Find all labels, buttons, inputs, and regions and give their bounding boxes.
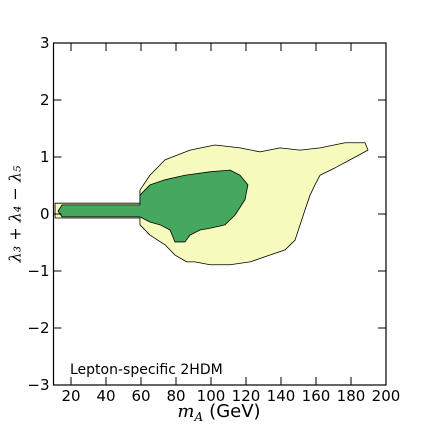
x-tick-label: 200 xyxy=(372,387,401,405)
y-tick-label: 2 xyxy=(40,91,50,109)
y-tick-label: 3 xyxy=(40,34,50,52)
x-tick-label: 80 xyxy=(166,387,185,405)
x-tick-label: 20 xyxy=(61,387,80,405)
x-tick-label: 120 xyxy=(232,387,261,405)
y-tick-label: 1 xyxy=(40,148,50,166)
x-label-subscript: A xyxy=(194,410,204,424)
x-label-unit: (GeV) xyxy=(209,401,260,422)
y-tick-label: 0 xyxy=(40,205,50,223)
annotation: Lepton-specific 2HDM xyxy=(70,362,223,378)
y-tick-label: −3 xyxy=(27,376,49,394)
y-tick-label: −2 xyxy=(27,319,49,337)
x-tick-label: 60 xyxy=(131,387,150,405)
x-tick-label: 100 xyxy=(197,387,226,405)
x-axis-label: mA (GeV) xyxy=(177,401,260,424)
x-label-symbol: m xyxy=(177,401,194,422)
x-tick-label: 160 xyxy=(302,387,331,405)
y-tick-label: −1 xyxy=(27,262,49,280)
x-tick-label: 40 xyxy=(96,387,115,405)
x-tick-label: 180 xyxy=(337,387,366,405)
x-tick-label: 140 xyxy=(267,387,296,405)
y-axis-label: λ₃ + λ₄ − λ₅ xyxy=(6,165,25,263)
contour-region xyxy=(57,169,249,243)
